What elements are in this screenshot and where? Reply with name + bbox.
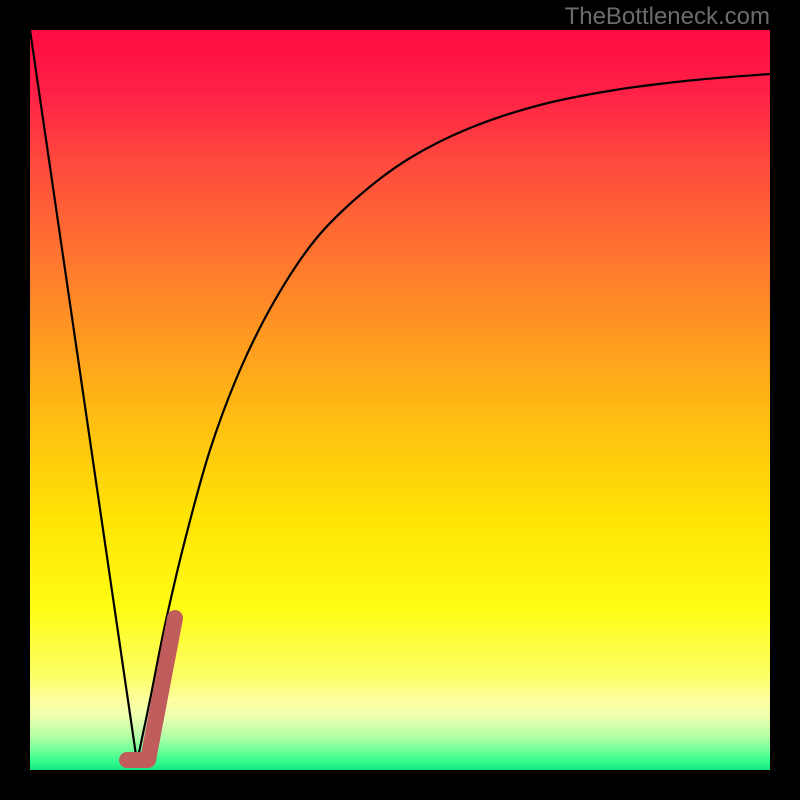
chart-svg: TheBottleneck.com — [0, 0, 800, 800]
gradient-plot-area — [30, 30, 770, 770]
watermark-text: TheBottleneck.com — [565, 3, 770, 30]
bottleneck-chart: TheBottleneck.com — [0, 0, 800, 800]
